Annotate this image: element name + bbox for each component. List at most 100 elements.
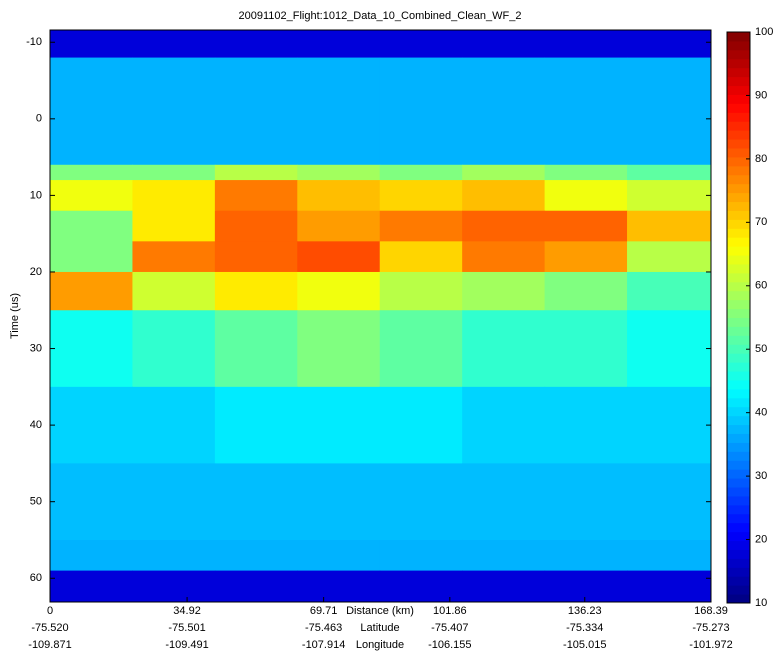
plot-frame xyxy=(49,29,712,603)
heatmap-cell xyxy=(132,164,216,181)
heatmap-cell xyxy=(379,271,463,311)
heatmap-cell xyxy=(50,570,133,603)
latitude-label: -75.501 xyxy=(168,622,205,634)
longitude-label: -105.015 xyxy=(563,639,606,651)
heatmap-cell xyxy=(214,463,298,541)
colorbar-swatch xyxy=(727,531,750,542)
latitude-label: -75.273 xyxy=(692,622,729,634)
colorbar-swatch xyxy=(727,130,750,140)
colorbar-swatch xyxy=(727,263,750,274)
colorbar-swatch xyxy=(727,210,750,220)
heatmap-cell xyxy=(50,386,133,464)
heatmap-cell xyxy=(462,180,546,212)
colorbar-tick-label: 60 xyxy=(755,280,767,292)
colorbar-swatch xyxy=(727,272,750,283)
colorbar-tick-label: 100 xyxy=(755,26,773,38)
x2-axis-label: Latitude xyxy=(360,622,399,634)
latitude-label: -75.407 xyxy=(431,622,468,634)
colorbar-swatch xyxy=(727,237,750,247)
colorbar-swatch xyxy=(727,469,750,479)
heatmap-cell xyxy=(50,241,133,273)
heatmap-cell xyxy=(132,271,216,311)
longitude-label: -109.871 xyxy=(28,639,71,651)
y-tick-label: 40 xyxy=(30,419,42,431)
longitude-label: -109.491 xyxy=(165,639,208,651)
colorbar-swatch xyxy=(727,442,750,452)
colorbar-swatch xyxy=(727,549,750,559)
heatmap-cell xyxy=(297,463,381,541)
heatmap-cell xyxy=(627,241,712,273)
x-tick-label: 101.86 xyxy=(433,605,467,617)
heatmap-cell xyxy=(462,539,546,572)
colorbar-swatch xyxy=(727,94,750,104)
heatmap-cell xyxy=(297,57,381,166)
colorbar-swatch xyxy=(727,362,750,372)
colorbar-swatch xyxy=(727,388,750,399)
longitude-label: -106.155 xyxy=(428,639,471,651)
colorbar-tick-label: 50 xyxy=(755,343,767,355)
heatmap-cell xyxy=(627,271,712,311)
heatmap-cell xyxy=(379,164,463,181)
colorbar-swatch xyxy=(727,460,750,470)
heatmap-cell xyxy=(462,271,546,311)
heatmap-cell xyxy=(214,386,298,464)
heatmap-cell xyxy=(544,210,628,242)
y-tick-label: 60 xyxy=(30,572,42,584)
heatmap-cell xyxy=(214,180,298,212)
heatmap-cell xyxy=(132,241,216,273)
heatmap-cell xyxy=(462,463,546,541)
colorbar-tick-label: 30 xyxy=(755,470,767,482)
colorbar-swatch xyxy=(727,379,750,390)
heatmap-cell xyxy=(379,241,463,273)
heatmap-cell xyxy=(462,241,546,273)
heatmap-cell xyxy=(379,463,463,541)
heatmap-cell xyxy=(297,570,381,603)
heatmap-cell xyxy=(297,271,381,311)
colorbar-swatch xyxy=(727,299,750,310)
heatmap-cell xyxy=(379,570,463,603)
y-tick-label: -10 xyxy=(26,36,42,48)
x-tick-label: 136.23 xyxy=(568,605,602,617)
colorbar-swatch xyxy=(727,335,750,345)
colorbar-tick-label: 80 xyxy=(755,153,767,165)
heatmap-cell xyxy=(379,210,463,242)
colorbar-swatch xyxy=(727,32,750,42)
colorbar-swatch xyxy=(727,495,750,506)
colorbar-swatch xyxy=(727,308,750,318)
y-tick-label: 10 xyxy=(30,189,42,201)
x-tick-label: 34.92 xyxy=(173,605,201,617)
heatmap-cell xyxy=(544,310,628,388)
heatmap-cell xyxy=(132,310,216,388)
heatmap-cell xyxy=(627,386,712,464)
colorbar-swatch xyxy=(727,522,750,533)
heatmap-cell xyxy=(132,463,216,541)
heatmap-cell xyxy=(297,30,381,59)
heatmap-cell xyxy=(132,210,216,242)
x3-axis-label: Longitude xyxy=(356,639,404,651)
heatmap-cell xyxy=(214,210,298,242)
latitude-label: -75.520 xyxy=(31,622,68,634)
heatmap-cell xyxy=(379,539,463,572)
heatmap-cell xyxy=(627,57,712,166)
heatmap-cell xyxy=(50,210,133,242)
heatmap-cell xyxy=(297,310,381,388)
colorbar-swatch xyxy=(727,192,750,203)
heatmap-cell xyxy=(544,180,628,212)
y-tick-label: 50 xyxy=(30,496,42,508)
heatmap-cell xyxy=(627,180,712,212)
heatmap-cell xyxy=(50,539,133,572)
colorbar-swatch xyxy=(727,58,750,69)
colorbar-swatch xyxy=(727,112,750,122)
heatmap-cell xyxy=(627,463,712,541)
heatmap-cell xyxy=(462,210,546,242)
y-tick-label: 30 xyxy=(30,342,42,354)
colorbar-swatch xyxy=(727,353,750,363)
colorbar-swatch xyxy=(727,255,750,265)
heatmap-cell xyxy=(379,386,463,464)
heatmap-cell xyxy=(214,164,298,181)
colorbar-swatch xyxy=(727,219,750,229)
heatmap-cell xyxy=(462,57,546,166)
colorbar-swatch xyxy=(727,317,750,327)
y-tick-label: 20 xyxy=(30,266,42,278)
colorbar-swatch xyxy=(727,67,750,78)
